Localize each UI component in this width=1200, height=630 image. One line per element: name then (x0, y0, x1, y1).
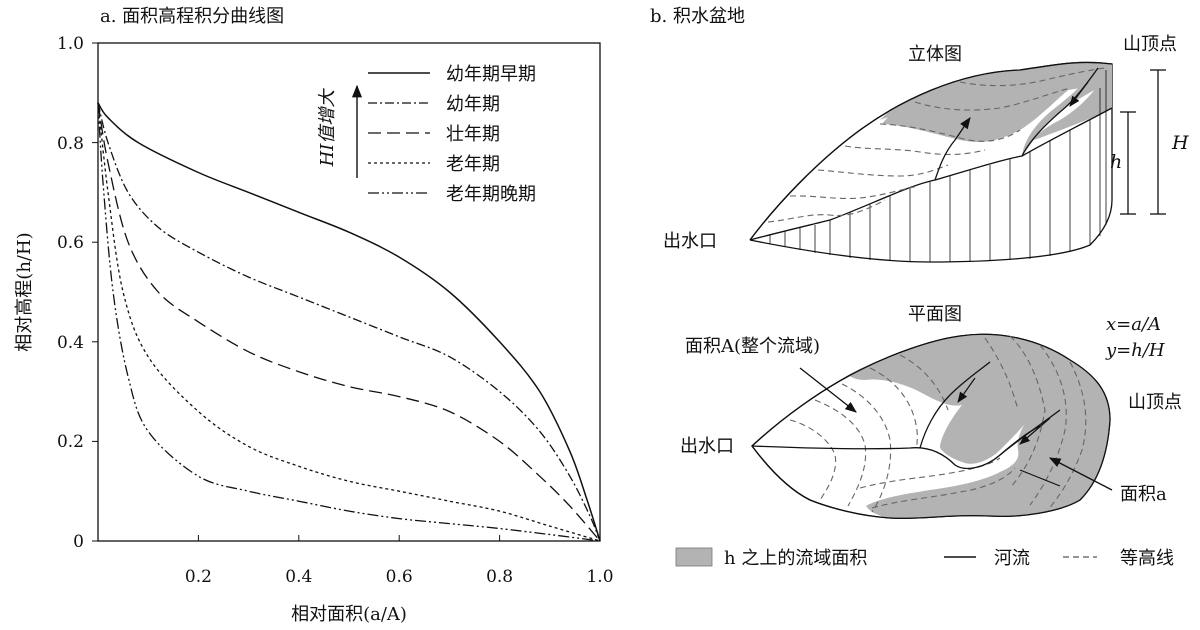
plan-river-arrow-2 (1019, 417, 1051, 445)
dimension-h-label: h (1110, 151, 1122, 173)
chart-title: a. 面积高程积分曲线图 (100, 6, 284, 27)
series-line-1 (97, 102, 601, 542)
block-river-branch (1021, 67, 1099, 157)
dimension-H (1150, 69, 1166, 215)
y-ticks: 0 0.2 0.4 0.6 0.8 1.0 (57, 34, 98, 552)
partial-area-label: 面积a (1120, 484, 1167, 505)
y-tick-label: 0 (73, 532, 84, 552)
plot-frame (97, 42, 601, 542)
y-tick-label: 0.8 (57, 134, 84, 154)
x-tick-label: 0.4 (285, 567, 312, 587)
x-tick-label: 1.0 (586, 567, 613, 587)
diagram-title: b. 积水盆地 (650, 6, 745, 27)
x-tick-label: 0.2 (185, 567, 212, 587)
y-tick-label: 0.6 (57, 233, 84, 253)
view-plan-label: 平面图 (908, 304, 962, 325)
y-axis-label: 相对高程(h/H) (14, 232, 35, 351)
diagram-legend: h 之上的流域面积 河流 等高线 (675, 547, 1174, 569)
y-tick-label: 1.0 (57, 34, 84, 54)
series-line-4 (97, 102, 601, 542)
legend-label: 幼年期 (446, 94, 500, 115)
block-contours (767, 67, 1106, 223)
x-tick-label: 0.8 (486, 567, 513, 587)
legend-label-area: h 之上的流域面积 (724, 548, 867, 569)
dimension-H-label: H (1171, 132, 1189, 154)
summit-label-3d: 山顶点 (1123, 34, 1177, 55)
y-tick-label: 0.2 (57, 432, 84, 452)
legend-label: 幼年期早期 (446, 64, 536, 85)
series-line-2 (97, 102, 601, 542)
plan-basin-outline-redraw (751, 333, 1111, 520)
view-3d-label: 立体图 (908, 44, 962, 65)
block-base (749, 108, 1113, 263)
y-tick-label: 0.4 (57, 333, 84, 353)
x-tick-label: 0.6 (386, 567, 413, 587)
legend-label-river: 河流 (994, 548, 1030, 569)
diagram-panel-b: b. 积水盆地 立体图 山顶点 出水口 (650, 6, 1189, 569)
block-front-hatching (769, 70, 1107, 262)
outlet-label-3d: 出水口 (663, 231, 717, 252)
partial-area-arrow (1048, 457, 1113, 491)
legend-label: 老年期 (446, 154, 500, 175)
total-area-arrow (799, 367, 857, 413)
formula-x: x=a/A (1106, 314, 1161, 335)
legend-label: 壮年期 (446, 124, 500, 145)
series-layer (97, 102, 601, 542)
dimension-h (1120, 111, 1136, 215)
block-river-arrow (1069, 81, 1089, 107)
plan-shaded-area (848, 334, 1110, 519)
partial-area-pointer (1019, 469, 1061, 487)
summit-label-plan: 山顶点 (1128, 392, 1182, 413)
legend-label: 老年期晚期 (446, 184, 536, 205)
legend: 幼年期早期 幼年期 壮年期 老年期 老年期晚期 (368, 64, 536, 205)
legend-gray-box (675, 547, 713, 567)
block-river-main (934, 117, 971, 181)
total-area-label: 面积A(整个流域) (685, 336, 820, 357)
formula-y: y=h/H (1105, 340, 1165, 361)
x-axis-label: 相对面积(a/A) (291, 604, 407, 625)
series-line-3 (97, 102, 601, 542)
plan-river-arrow-1 (957, 377, 976, 403)
hi-annotation: HI值增大 (317, 88, 338, 168)
block-top-outline-redraw (749, 61, 1113, 241)
series-line-5 (97, 102, 601, 542)
outlet-label-plan: 出水口 (680, 436, 734, 457)
x-ticks: 0.2 0.4 0.6 0.8 1.0 (185, 535, 614, 587)
plan-contours (789, 335, 1087, 513)
legend-label-contour: 等高线 (1120, 548, 1174, 569)
plan-river-branch-2 (999, 409, 1061, 456)
chart-panel-a: a. 面积高程积分曲线图 0 0.2 0.4 0.6 0.8 1.0 0.2 0… (14, 6, 614, 625)
plan-river-branch-1 (919, 361, 991, 449)
